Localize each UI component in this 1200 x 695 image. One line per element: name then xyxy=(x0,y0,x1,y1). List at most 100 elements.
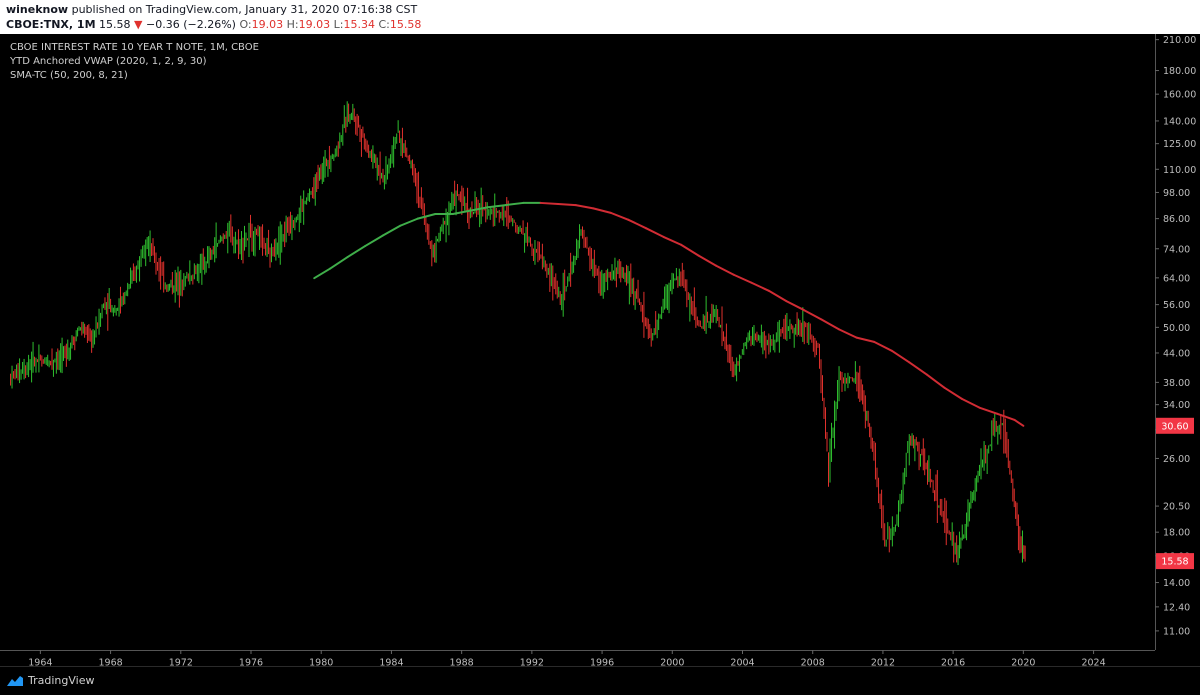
price-tick-label: 56.00 xyxy=(1163,300,1190,311)
time-tick-label: 1996 xyxy=(590,657,614,666)
price-tick-label: 74.00 xyxy=(1163,244,1190,255)
time-tick-label: 1980 xyxy=(309,657,333,666)
price-tick-label: 14.00 xyxy=(1163,578,1190,589)
publish-info: published on TradingView.com, January 31… xyxy=(71,3,418,16)
sma-segment xyxy=(960,397,981,409)
price-tick-label: 20.50 xyxy=(1163,502,1190,513)
sma-segment xyxy=(662,235,683,246)
price-tick-label: 11.00 xyxy=(1163,626,1190,637)
legend-main-series[interactable]: CBOE INTEREST RATE 10 YEAR T NOTE, 1M, C… xyxy=(10,42,259,53)
sma-segment xyxy=(925,373,946,389)
price-badge-label: 30.60 xyxy=(1161,421,1188,432)
time-tick-label: 1968 xyxy=(98,657,122,666)
price-tick-label: 44.00 xyxy=(1163,348,1190,359)
price-tick-label: 125.00 xyxy=(1163,139,1196,150)
high-label: H: xyxy=(286,18,299,31)
time-axis[interactable]: 1964 1968 1972 1976 1980 1984 1988 1992 1996 2000… xyxy=(28,650,1106,668)
sma-segment xyxy=(644,227,665,238)
time-tick-label: 1964 xyxy=(28,657,52,666)
time-tick-label: 2020 xyxy=(1011,657,1035,666)
candles-layer xyxy=(10,101,1026,566)
time-tick-label: 2016 xyxy=(941,657,965,666)
sma-segment xyxy=(715,264,735,276)
price-badge-label: 15.58 xyxy=(1161,557,1188,568)
sma-segment xyxy=(750,281,770,292)
sma-segment xyxy=(978,406,999,415)
sma-segment xyxy=(627,218,647,230)
price-badges: 30.60 15.58 xyxy=(1156,417,1194,570)
sma-segment xyxy=(451,209,472,216)
time-tick-label: 2008 xyxy=(801,657,825,666)
price-tick-label: 64.00 xyxy=(1163,273,1190,284)
legend-sma[interactable]: SMA-TC (50, 200, 8, 21) xyxy=(10,70,128,81)
open-label: O: xyxy=(239,18,252,31)
sma-segment xyxy=(329,256,349,270)
sma-segment xyxy=(890,349,911,364)
sma-segment xyxy=(943,386,963,400)
price-tick-label: 140.00 xyxy=(1163,116,1196,127)
sma-segment xyxy=(313,267,331,280)
legend-vwap[interactable]: YTD Anchored VWAP (2020, 1, 2, 9, 30) xyxy=(10,56,207,67)
author-name[interactable]: wineknow xyxy=(6,3,69,16)
time-tick-label: 1988 xyxy=(450,657,474,666)
sma-segment xyxy=(838,328,858,339)
price-change: −0.36 (−2.26%) xyxy=(146,18,236,31)
time-tick-label: 1972 xyxy=(169,657,193,666)
chart-area[interactable]: 210.00 180.00 160.00 140.00 125.00 110.00 98.0… xyxy=(0,34,1200,668)
price-badge xyxy=(1156,417,1194,434)
price-tick-label: 50.00 xyxy=(1163,323,1190,334)
down-arrow-icon: ▼ xyxy=(134,18,143,31)
price-tick-label: 12.40 xyxy=(1163,602,1190,613)
low-label: L: xyxy=(333,18,344,31)
price-tick-label: 160.00 xyxy=(1163,90,1196,101)
chart-background xyxy=(0,34,1200,666)
price-tick-label: 26.00 xyxy=(1163,454,1190,465)
time-tick-label: 2012 xyxy=(871,657,895,666)
open-value: 19.03 xyxy=(251,18,284,31)
sma-segment xyxy=(469,206,489,212)
price-tick-label: 34.00 xyxy=(1163,400,1190,411)
time-tick-label: 1992 xyxy=(520,657,544,666)
price-tick-label: 86.00 xyxy=(1163,214,1190,225)
low-value: 15.34 xyxy=(343,18,375,31)
price-tick-label: 18.00 xyxy=(1163,528,1190,539)
sma-segment xyxy=(609,211,630,221)
price-tick-label: 38.00 xyxy=(1163,378,1190,389)
time-tick-label: 1976 xyxy=(239,657,263,666)
time-tick-label: 2000 xyxy=(660,657,684,666)
sma-segment xyxy=(381,224,402,237)
sma-segment xyxy=(399,217,419,227)
sma-segment xyxy=(1013,418,1025,427)
sma-segment xyxy=(680,243,700,257)
price-badge xyxy=(1156,553,1194,570)
ohlc-line: CBOE:TNX, 1M 15.58 ▼ −0.36 (−2.26%) O:19… xyxy=(6,18,421,31)
price-chart[interactable]: 210.00 180.00 160.00 140.00 125.00 110.00 98.0… xyxy=(0,34,1200,668)
sma-segment xyxy=(732,273,753,284)
chart-legend: CBOE INTEREST RATE 10 YEAR T NOTE, 1M, C… xyxy=(10,41,259,83)
footer-bar: TradingView xyxy=(0,666,1200,695)
sma-segment xyxy=(820,318,841,331)
sma-segment xyxy=(767,289,788,303)
close-label: C: xyxy=(378,18,390,31)
sma-segment xyxy=(574,204,595,210)
sma-segment xyxy=(557,203,577,207)
high-value: 19.03 xyxy=(298,18,331,31)
sma-segment xyxy=(364,234,384,248)
sma-segment xyxy=(855,336,876,343)
sma-segment xyxy=(346,245,367,259)
sma-segment xyxy=(996,412,1016,421)
symbol-label: CBOE:TNX, 1M xyxy=(6,18,96,31)
last-price: 15.58 xyxy=(99,18,131,31)
publish-line: wineknow published on TradingView.com, J… xyxy=(6,3,417,16)
tradingview-logo-icon[interactable] xyxy=(6,674,24,688)
time-tick-label: 2004 xyxy=(730,657,754,666)
chart-header: wineknow published on TradingView.com, J… xyxy=(0,0,1200,34)
tradingview-brand[interactable]: TradingView xyxy=(28,674,95,687)
sma-layer xyxy=(313,201,1025,427)
sma-segment xyxy=(592,207,612,214)
sma-segment xyxy=(486,204,507,209)
price-tick-label: 98.00 xyxy=(1163,188,1190,199)
sma-segment xyxy=(785,300,805,312)
price-tick-label: 110.00 xyxy=(1163,165,1196,176)
sma-segment xyxy=(908,361,928,376)
